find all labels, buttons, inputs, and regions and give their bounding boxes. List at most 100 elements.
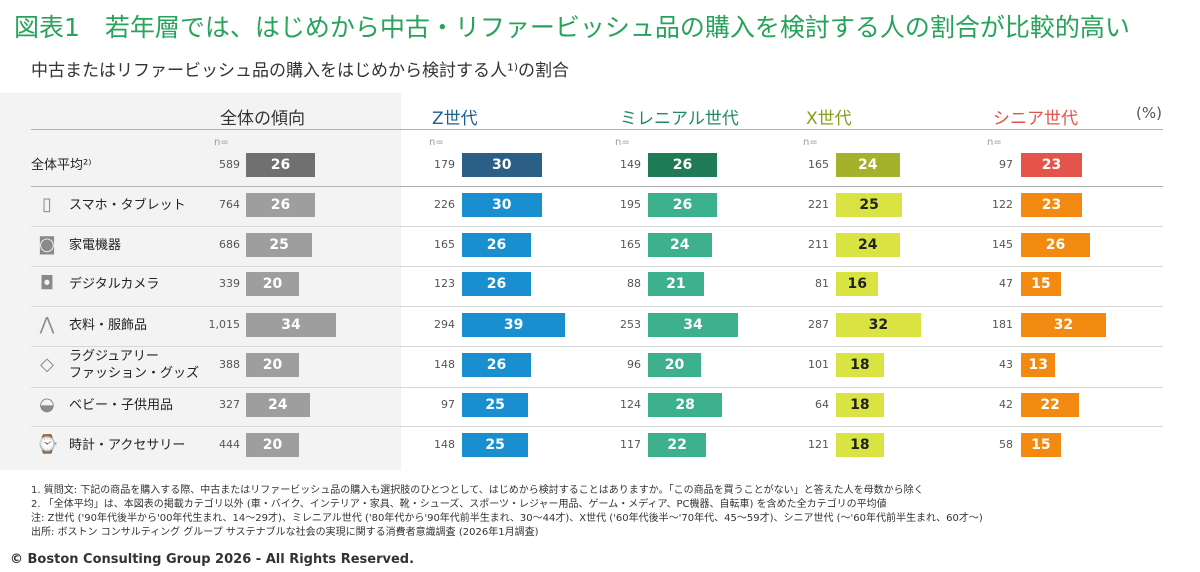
bar-value-label: 39 <box>503 317 524 333</box>
bar <box>462 193 542 217</box>
bar-value-label: 18 <box>850 437 870 453</box>
row-separator <box>31 266 1163 267</box>
bar <box>648 353 701 377</box>
bar <box>246 353 299 377</box>
bar-value-label: 26 <box>270 197 291 213</box>
bar <box>462 153 542 177</box>
bar <box>836 393 884 417</box>
bar-value-label: 24 <box>268 397 288 413</box>
bar <box>462 393 529 417</box>
bar-value-label: 15 <box>1031 437 1051 453</box>
category-label: 衣料・服飾品 <box>69 317 148 333</box>
bar-value-label: 26 <box>486 357 507 373</box>
bar <box>1021 313 1106 337</box>
bar <box>246 313 337 337</box>
n-value: 179 <box>434 158 455 171</box>
bar <box>462 313 566 337</box>
n-value: 148 <box>434 358 455 371</box>
n-value: 287 <box>808 318 829 331</box>
n-value: 81 <box>815 277 829 290</box>
category-label: ベビー・子供用品 <box>69 397 174 413</box>
smartphone-icon: ▯ <box>42 194 52 215</box>
bar-value-label: 26 <box>486 276 507 292</box>
bar-value-label: 20 <box>262 357 283 373</box>
category-label: 全体平均²⁾ <box>31 157 92 173</box>
bar-value-label: 18 <box>850 357 870 373</box>
bar-value-label: 26 <box>672 197 693 213</box>
camera-icon: ◘ <box>39 273 55 294</box>
diamond-icon: ◇ <box>40 354 54 375</box>
category-label: 家電機器 <box>69 237 122 253</box>
row-separator <box>31 226 1163 227</box>
footnote-3: 注: Z世代 ('90年代後半から'00年代生まれ、14～29才)、ミレニアル世… <box>31 513 983 524</box>
bar-value-label: 24 <box>858 157 878 173</box>
bar-value-label: 32 <box>1053 317 1074 333</box>
category-label: ラグジュアリー ファッション・グッズ <box>69 349 200 381</box>
bar <box>648 193 717 217</box>
n-value: 58 <box>999 438 1013 451</box>
bar <box>462 353 531 377</box>
bar-value-label: 16 <box>847 276 867 292</box>
bar-value-label: 15 <box>1031 276 1051 292</box>
n-value: 64 <box>815 398 829 411</box>
n-value: 195 <box>620 198 641 211</box>
n-value: 1,015 <box>208 318 241 331</box>
n-value: 339 <box>219 277 240 290</box>
bar <box>1021 272 1061 296</box>
category-label: 時計・アクセサリー <box>69 437 186 453</box>
bar <box>836 233 900 257</box>
n-value: 101 <box>808 358 829 371</box>
row-separator <box>31 346 1163 347</box>
n-label: n= <box>987 137 1002 148</box>
bar <box>462 272 531 296</box>
n-value: 327 <box>219 398 240 411</box>
n-value: 43 <box>999 358 1013 371</box>
n-value: 181 <box>992 318 1013 331</box>
clothing-icon: ⋀ <box>39 314 55 335</box>
bar <box>246 393 310 417</box>
bar <box>1021 433 1061 457</box>
bar <box>648 313 739 337</box>
bar <box>836 313 921 337</box>
bar-value-label: 24 <box>858 237 878 253</box>
bar-value-label: 26 <box>672 157 693 173</box>
bar <box>648 233 712 257</box>
bar-value-label: 13 <box>1028 357 1048 373</box>
category-label: デジタルカメラ <box>69 276 160 292</box>
row-separator <box>31 306 1163 307</box>
bar <box>1021 233 1090 257</box>
bar-value-label: 25 <box>269 237 289 253</box>
bar <box>836 272 879 296</box>
n-label: n= <box>429 137 444 148</box>
n-label: n= <box>214 137 229 148</box>
bar-value-label: 21 <box>666 276 686 292</box>
bar-value-label: 26 <box>486 237 507 253</box>
bar <box>1021 193 1082 217</box>
washing-machine-icon: ◙ <box>38 234 56 255</box>
bar-value-label: 20 <box>262 437 283 453</box>
n-value: 124 <box>620 398 641 411</box>
baby-stroller-icon: ◒ <box>39 394 55 415</box>
n-value: 211 <box>808 238 829 251</box>
bar-value-label: 26 <box>1045 237 1066 253</box>
footnote-2: 2. 「全体平均」は、本図表の掲載カテゴリ以外 (車・バイク、インテリア・家具、… <box>31 499 887 510</box>
bar <box>246 433 299 457</box>
n-label: n= <box>803 137 818 148</box>
bar-value-label: 20 <box>262 276 283 292</box>
bar-value-label: 32 <box>868 317 889 333</box>
n-value: 165 <box>620 238 641 251</box>
bar-value-label: 25 <box>485 397 505 413</box>
n-value: 47 <box>999 277 1013 290</box>
bar-value-label: 34 <box>683 317 703 333</box>
n-value: 96 <box>627 358 641 371</box>
copyright: © Boston Consulting Group 2026 - All Rig… <box>10 552 415 567</box>
bar-value-label: 30 <box>492 197 512 213</box>
footnotes: 1. 質問文: 下記の商品を購入する際、中古またはリファービッシュ品の購入も選択… <box>31 484 983 540</box>
bar <box>1021 153 1082 177</box>
bar-value-label: 23 <box>1041 197 1062 213</box>
footnote-source: 出所: ボストン コンサルティング グループ サステナブルな社会の実現に関する消… <box>31 527 539 538</box>
bar-value-label: 25 <box>859 197 879 213</box>
bar <box>648 153 717 177</box>
bar-value-label: 28 <box>675 397 695 413</box>
n-value: 88 <box>627 277 641 290</box>
